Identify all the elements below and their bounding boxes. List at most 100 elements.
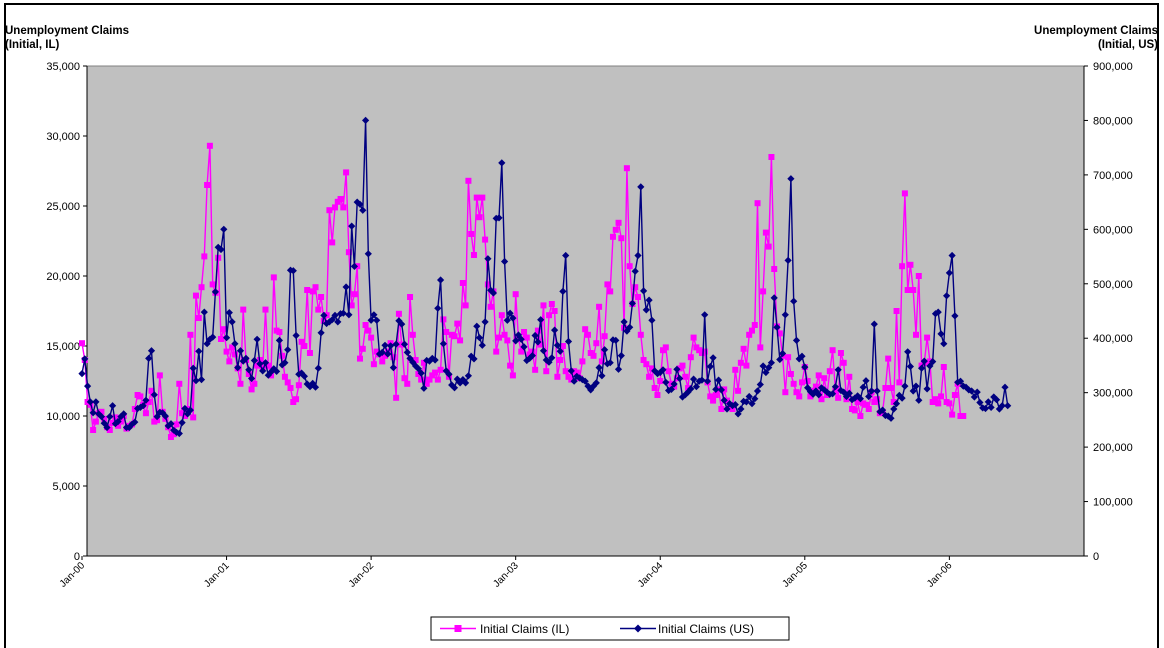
data-point	[684, 388, 692, 396]
data-point	[314, 364, 322, 372]
data-point	[487, 303, 494, 310]
data-point	[370, 361, 377, 368]
data-point	[737, 359, 744, 366]
data-point	[223, 334, 231, 342]
data-point	[148, 387, 155, 394]
data-point	[131, 418, 139, 426]
data-point	[437, 276, 445, 284]
data-point	[981, 404, 990, 413]
data-point	[915, 273, 922, 279]
data-point	[334, 318, 342, 326]
data-point	[874, 396, 881, 403]
data-point	[420, 384, 428, 392]
data-point	[309, 288, 316, 295]
data-point	[701, 311, 709, 319]
data-point	[709, 354, 717, 362]
data-point	[117, 413, 125, 421]
right-tick-label: 200,000	[1093, 442, 1133, 454]
data-point	[443, 329, 450, 335]
legend-box	[430, 616, 790, 641]
data-point	[767, 359, 775, 367]
data-point	[270, 274, 277, 281]
data-point	[418, 376, 425, 383]
data-point	[548, 301, 555, 307]
data-point	[943, 292, 951, 300]
right-tick-label: 800,000	[1093, 115, 1133, 127]
data-point	[648, 316, 656, 324]
data-point	[820, 386, 828, 394]
data-point	[136, 403, 144, 411]
data-point	[284, 379, 291, 386]
data-point	[848, 396, 856, 404]
data-point	[743, 362, 750, 369]
data-point	[192, 377, 200, 385]
data-point	[998, 402, 1006, 410]
data-point	[487, 286, 495, 294]
data-point	[239, 357, 247, 365]
data-point	[859, 383, 867, 391]
data-point	[229, 344, 236, 351]
data-point	[799, 379, 806, 386]
data-point	[751, 322, 758, 328]
data-point	[78, 370, 86, 378]
data-point	[517, 335, 525, 343]
data-point	[161, 412, 169, 420]
data-point	[317, 329, 325, 337]
data-point	[537, 316, 545, 324]
data-point	[790, 380, 797, 387]
data-point	[209, 281, 216, 288]
data-point	[576, 374, 584, 382]
data-point	[311, 383, 320, 391]
data-point	[809, 390, 817, 398]
data-point	[245, 366, 253, 374]
data-point	[362, 116, 370, 124]
data-point	[718, 406, 725, 412]
data-point	[1004, 402, 1012, 410]
data-point	[532, 366, 539, 373]
data-point	[281, 359, 289, 367]
data-point	[854, 392, 862, 400]
data-point	[851, 394, 859, 402]
data-point	[459, 376, 467, 384]
data-point	[573, 369, 580, 376]
x-tick-label: Jan-03	[491, 560, 521, 590]
data-point	[631, 267, 639, 275]
data-point	[98, 408, 105, 415]
data-point	[640, 357, 647, 363]
data-point	[181, 404, 189, 413]
data-point	[464, 372, 472, 380]
data-point	[904, 348, 912, 356]
data-point	[737, 405, 745, 413]
data-point	[211, 288, 219, 296]
data-point	[156, 372, 163, 379]
data-point	[120, 410, 128, 418]
data-point	[115, 422, 122, 429]
data-point	[938, 393, 945, 400]
data-point	[835, 394, 842, 401]
right-tick-label: 900,000	[1093, 61, 1133, 73]
data-point	[528, 352, 536, 360]
data-point	[507, 362, 514, 369]
data-point	[834, 366, 842, 374]
data-point	[540, 302, 547, 309]
data-point	[781, 311, 789, 319]
data-point	[606, 359, 614, 367]
right-tick-label: 700,000	[1093, 170, 1133, 182]
data-point	[557, 357, 564, 363]
data-point	[782, 389, 789, 396]
data-point	[187, 331, 194, 338]
data-point	[309, 379, 317, 387]
data-point	[251, 380, 258, 387]
data-point	[545, 358, 553, 366]
data-point	[832, 387, 839, 394]
data-point	[657, 378, 664, 384]
data-point	[904, 287, 911, 293]
data-point	[456, 379, 464, 387]
data-point	[648, 365, 655, 372]
data-point	[562, 251, 570, 260]
data-point	[790, 297, 798, 305]
data-point	[92, 418, 99, 425]
data-point	[295, 382, 302, 389]
data-point	[856, 395, 864, 403]
data-point	[300, 372, 308, 380]
